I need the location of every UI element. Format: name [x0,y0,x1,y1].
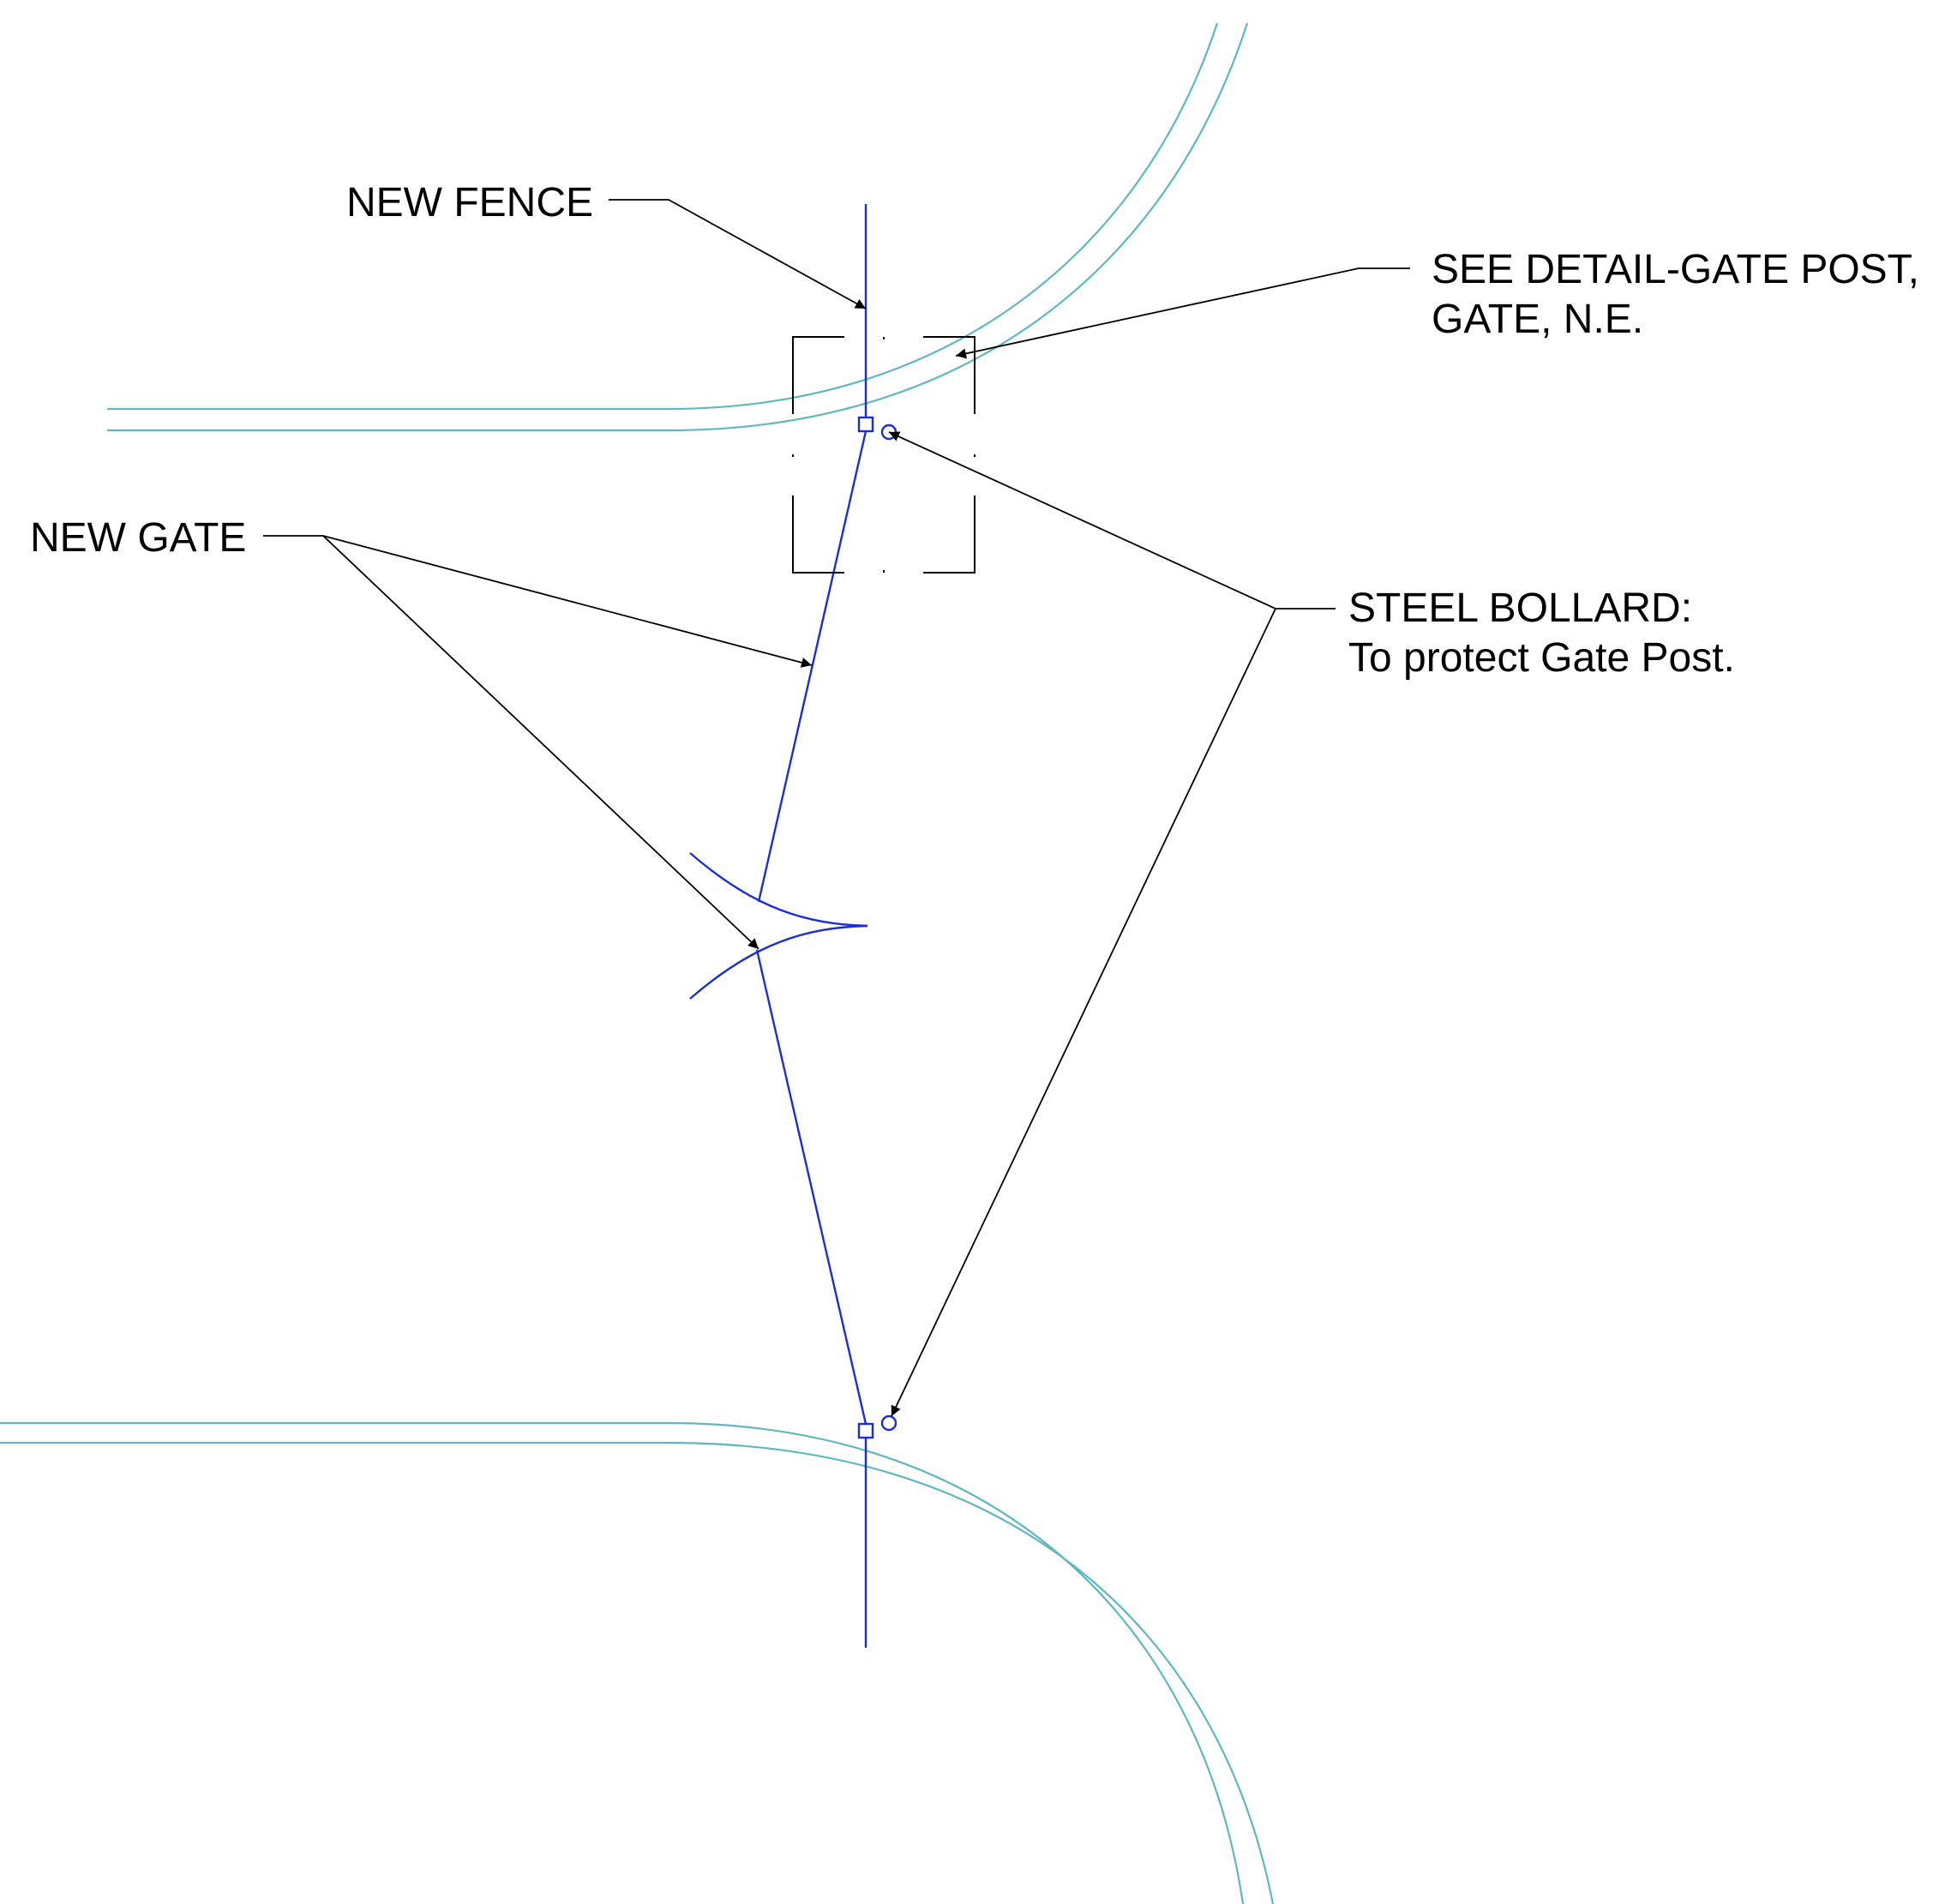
lower-road-outer-edge [0,1441,1275,1904]
new-fence-leader [609,199,867,309]
steel-bollard-label-line1: STEEL BOLLARD: [1348,586,1692,631]
see-detail-label-line2: GATE, N.E. [1432,297,1643,342]
upper-road-inner-edge [107,22,1219,411]
upper-gate-swing-arc [689,852,868,928]
upper-gate-post [857,416,874,433]
lower-gate-post [857,1422,874,1439]
new-gate-leader-upper [263,535,813,668]
steel-bollard-leader-lower [891,608,1276,1417]
steel-bollard-label-line2: To protect Gate Post. [1348,635,1735,681]
new-gate-label: NEW GATE [30,515,246,561]
upper-road-outer-edge [107,22,1249,432]
annotation-labels: NEW FENCE SEE DETAIL-GATE POST, GATE, N.… [30,180,1919,681]
upper-gate-leaf [757,430,867,903]
lower-gate-swing-arc [689,924,868,1000]
lower-steel-bollard [880,1414,897,1432]
steel-bollard-leader-upper [888,431,1336,610]
lower-road-edge [0,1421,1275,1904]
see-detail-leader [955,267,1410,359]
upper-road-edge [107,22,1249,432]
see-detail-label-line1: SEE DETAIL-GATE POST, [1432,247,1919,292]
new-gate-leader-lower [322,535,759,950]
annotation-leaders [263,199,1410,1417]
lower-gate-leaf [755,949,867,1425]
new-fence-label: NEW FENCE [346,180,593,225]
lower-road-inner-edge [0,1421,1245,1904]
detail-reference-frame [792,336,976,574]
